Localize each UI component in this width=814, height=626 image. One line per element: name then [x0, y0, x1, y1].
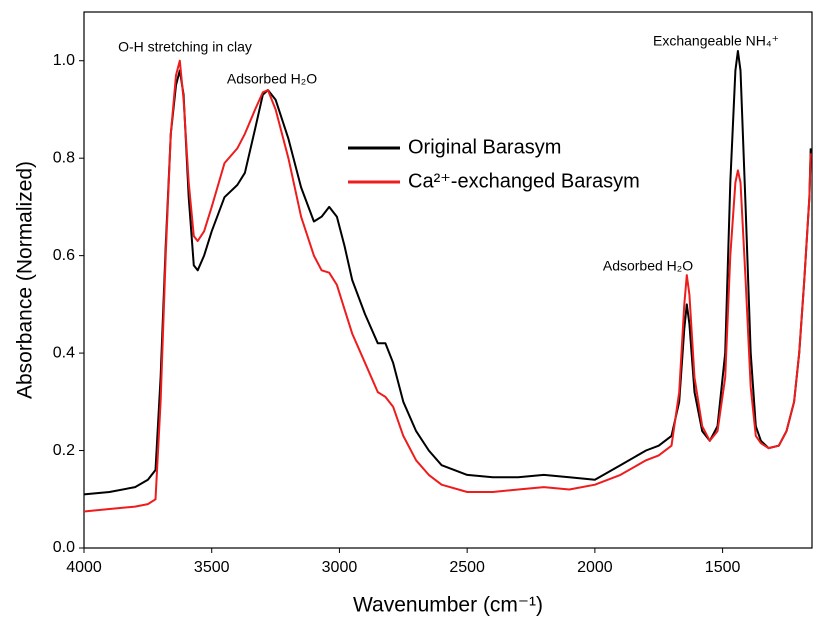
- annotation: Exchangeable NH₄⁺: [653, 33, 779, 49]
- y-tick-label: 0.4: [53, 344, 75, 361]
- x-tick-label: 1500: [705, 559, 741, 576]
- x-axis-label: Wavenumber (cm⁻¹): [353, 594, 543, 617]
- y-axis-label: Absorbance (Normalized): [14, 161, 37, 399]
- annotation: Adsorbed H₂O: [603, 258, 693, 274]
- legend-label: Original Barasym: [408, 136, 561, 158]
- y-tick-label: 0.6: [53, 247, 75, 264]
- x-tick-label: 3000: [322, 559, 358, 576]
- series-line: [83, 50, 812, 496]
- series-line: [83, 59, 812, 513]
- y-tick-label: 1.0: [53, 52, 75, 69]
- x-tick-label: 4000: [66, 559, 102, 576]
- legend-label: Ca²⁺-exchanged Barasym: [408, 170, 640, 192]
- annotation: Adsorbed H₂O: [227, 71, 317, 87]
- x-tick-label: 2000: [577, 559, 613, 576]
- y-tick-label: 0.8: [53, 149, 75, 166]
- x-tick-label: 3500: [194, 559, 230, 576]
- y-tick-label: 0.0: [53, 539, 75, 556]
- x-tick-label: 2500: [449, 559, 485, 576]
- y-tick-label: 0.2: [53, 442, 75, 459]
- annotation: O-H stretching in clay: [118, 39, 252, 55]
- plot-frame: [83, 11, 813, 549]
